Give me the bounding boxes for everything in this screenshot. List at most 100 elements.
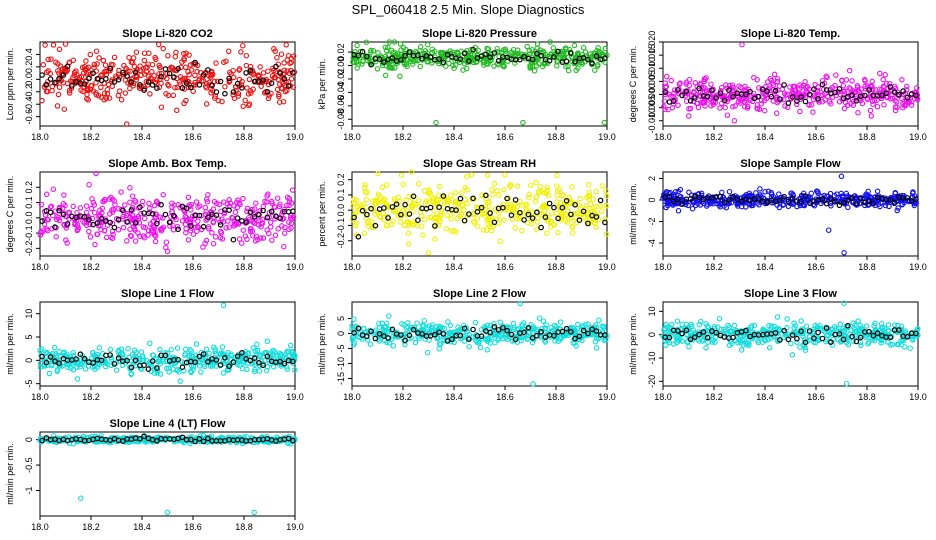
data-point: [410, 61, 416, 67]
data-point: [706, 87, 713, 94]
data-point: [281, 230, 288, 236]
outlier-point: [374, 66, 381, 72]
reference-point: [832, 199, 838, 205]
data-point: [109, 207, 115, 213]
data-point: [238, 49, 244, 55]
data-point: [271, 46, 277, 52]
reference-point: [183, 80, 190, 87]
data-point: [252, 348, 258, 354]
reference-point: [512, 336, 519, 343]
data-point: [398, 172, 405, 178]
data-point: [96, 55, 102, 61]
data-point: [166, 369, 173, 375]
data-point: [85, 97, 91, 103]
data-point: [181, 55, 187, 62]
data-point: [361, 230, 368, 237]
reference-point: [64, 63, 71, 70]
data-point: [70, 203, 76, 210]
reference-point: [56, 207, 62, 214]
data-point: [889, 95, 896, 101]
data-point: [53, 216, 60, 223]
data-point: [174, 84, 181, 91]
reference-point: [713, 329, 719, 336]
data-point: [430, 195, 437, 202]
data-point: [884, 339, 891, 345]
data-point: [363, 196, 370, 203]
reference-point: [247, 357, 254, 364]
data-point: [905, 197, 911, 204]
data-point: [526, 48, 533, 54]
data-point: [173, 49, 179, 56]
data-point: [894, 104, 900, 110]
reference-point: [239, 85, 245, 91]
data-point: [436, 323, 443, 330]
data-point: [545, 214, 551, 221]
reference-point: [692, 334, 698, 340]
data-point: [586, 192, 593, 199]
data-point: [485, 221, 491, 228]
data-point: [385, 44, 391, 51]
data-point: [662, 84, 669, 90]
data-point: [843, 190, 850, 197]
data-point: [773, 110, 780, 117]
reference-point: [398, 211, 404, 218]
reference-point: [572, 58, 578, 65]
data-point: [226, 197, 232, 203]
data-point: [55, 61, 61, 67]
outlier-point: [825, 227, 832, 233]
data-point: [599, 183, 606, 189]
data-point: [755, 339, 762, 346]
data-point: [705, 339, 711, 346]
data-point: [738, 84, 744, 91]
data-point: [908, 98, 915, 105]
data-point: [501, 187, 507, 193]
y-tick-label: -0.02: [336, 69, 346, 90]
reference-point: [781, 193, 787, 200]
x-tick-label: 18.2: [394, 262, 412, 272]
data-point: [375, 336, 381, 343]
reference-point: [806, 200, 813, 206]
data-point: [231, 203, 237, 209]
data-point: [152, 238, 159, 245]
data-point: [449, 209, 456, 216]
data-point: [867, 107, 874, 114]
data-point: [879, 86, 885, 93]
y-tick-label: 0: [24, 358, 34, 363]
reference-point: [264, 214, 271, 221]
data-point: [769, 80, 776, 87]
data-point: [748, 325, 754, 331]
data-point: [459, 202, 466, 209]
data-point: [485, 59, 492, 65]
x-tick-label: 18.4: [133, 522, 151, 532]
data-point: [265, 95, 272, 102]
reference-point: [670, 98, 677, 105]
x-tick-label: 18.0: [654, 262, 672, 272]
data-point: [400, 207, 406, 213]
reference-point: [857, 334, 864, 341]
data-point: [384, 181, 390, 188]
reference-point: [56, 360, 62, 367]
reference-point: [251, 214, 258, 220]
reference-point: [534, 332, 540, 339]
x-tick-label: 18.0: [343, 132, 361, 142]
reference-point: [580, 208, 587, 215]
data-point: [283, 42, 289, 48]
plot-frame: [39, 431, 296, 517]
x-tick-label: 18.8: [235, 262, 253, 272]
data-point: [282, 88, 289, 95]
reference-point: [132, 357, 139, 364]
reference-point: [457, 332, 464, 339]
data-point: [533, 226, 540, 233]
data-point: [244, 205, 251, 212]
data-point: [287, 60, 293, 67]
data-point: [501, 217, 507, 223]
data-point: [74, 227, 80, 234]
reference-point: [277, 70, 283, 77]
data-point: [894, 207, 900, 214]
data-point: [781, 334, 787, 341]
data-point: [286, 202, 292, 209]
data-point: [146, 50, 152, 57]
reference-point: [364, 53, 370, 60]
data-point: [536, 315, 543, 321]
